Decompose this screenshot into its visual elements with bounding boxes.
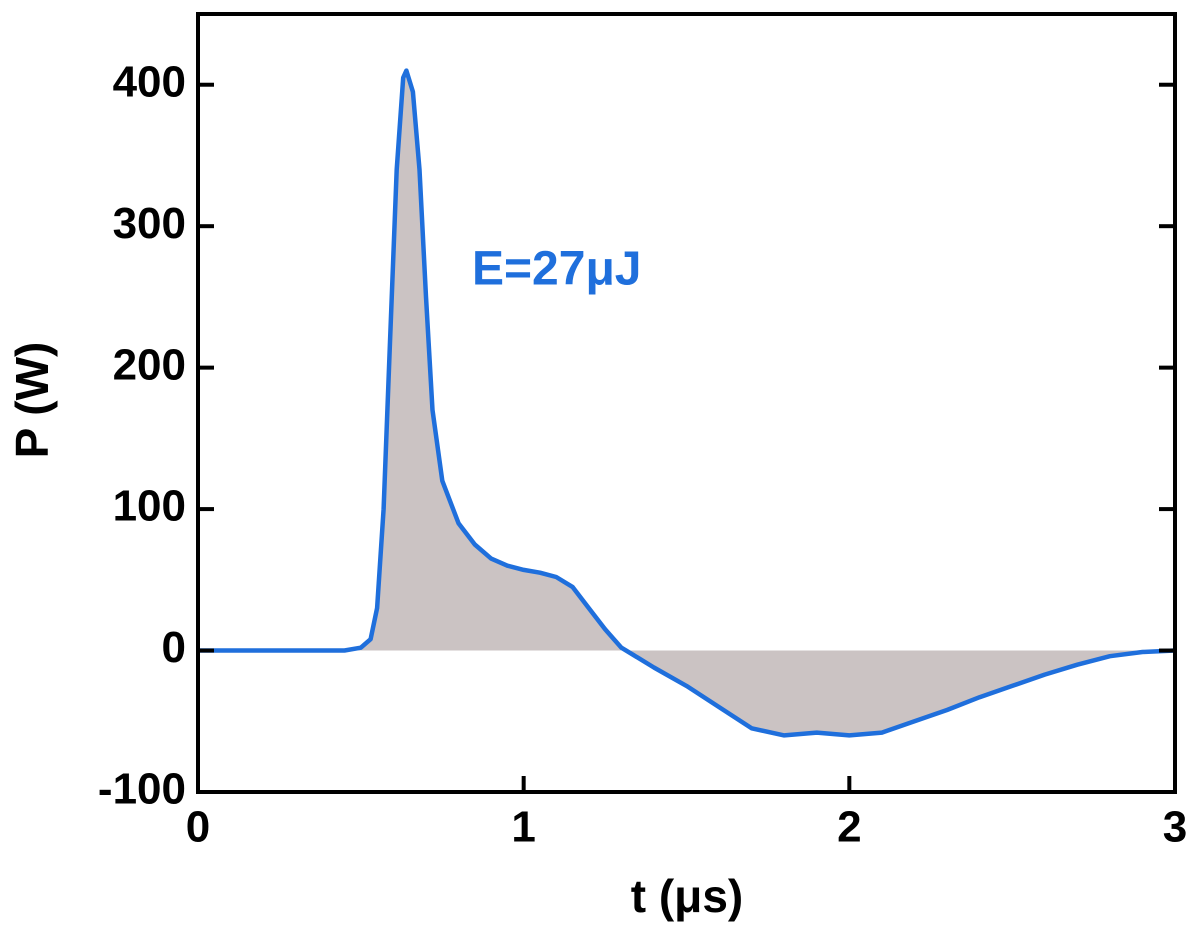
y-tick-label: 100 [113, 482, 186, 531]
plot-frame [196, 12, 1177, 794]
area [198, 70, 1175, 736]
annotation: E=27μJ [472, 243, 642, 296]
y-tick-label: 400 [113, 57, 186, 106]
y-tick-label: -100 [98, 765, 186, 814]
line [198, 68, 1176, 738]
y-axis-label: P (W) [6, 342, 58, 459]
y-tick-label: 300 [113, 199, 186, 248]
y-tick-label: 200 [113, 340, 186, 389]
x-tick-label: 0 [186, 803, 210, 852]
x-tick-label: 1 [511, 803, 535, 852]
y-tick-label: 0 [162, 623, 186, 672]
x-tick-label: 2 [837, 803, 861, 852]
x-axis-label: t (μs) [631, 870, 743, 922]
x-tick-label: 3 [1163, 803, 1187, 852]
